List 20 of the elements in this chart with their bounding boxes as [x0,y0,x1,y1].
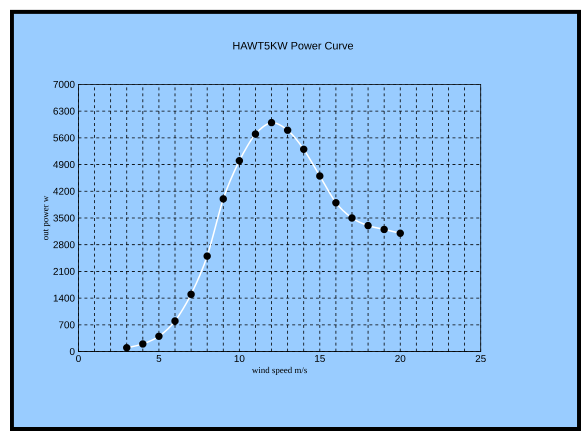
y-tick-label: 700 [58,321,75,328]
chart-title: HAWT5KW Power Curve [233,42,354,50]
y-tick-label: 2800 [53,241,75,248]
y-tick-label: 2100 [53,268,75,275]
y-tick-label: 7000 [53,80,75,88]
y-tick-label: 3500 [53,214,75,222]
x-tick-label: 0 [76,355,81,362]
y-tick-label: 4900 [53,161,75,168]
x-tick-label: 25 [476,355,486,362]
y-tick-label: 5600 [53,134,75,142]
y-tick-label: 1400 [54,294,75,302]
y-tick-label: 6300 [53,108,75,115]
y-axis-title: out power w [43,196,50,240]
x-tick-label: 5 [156,355,162,362]
x-tick-label: 20 [395,355,406,362]
y-tick-label: 0 [70,348,75,356]
y-tick-label: 4200 [53,188,75,195]
x-axis-title: wind speed m/s [252,366,307,375]
x-tick-label: 15 [315,355,325,362]
x-tick-label: 10 [234,355,244,362]
